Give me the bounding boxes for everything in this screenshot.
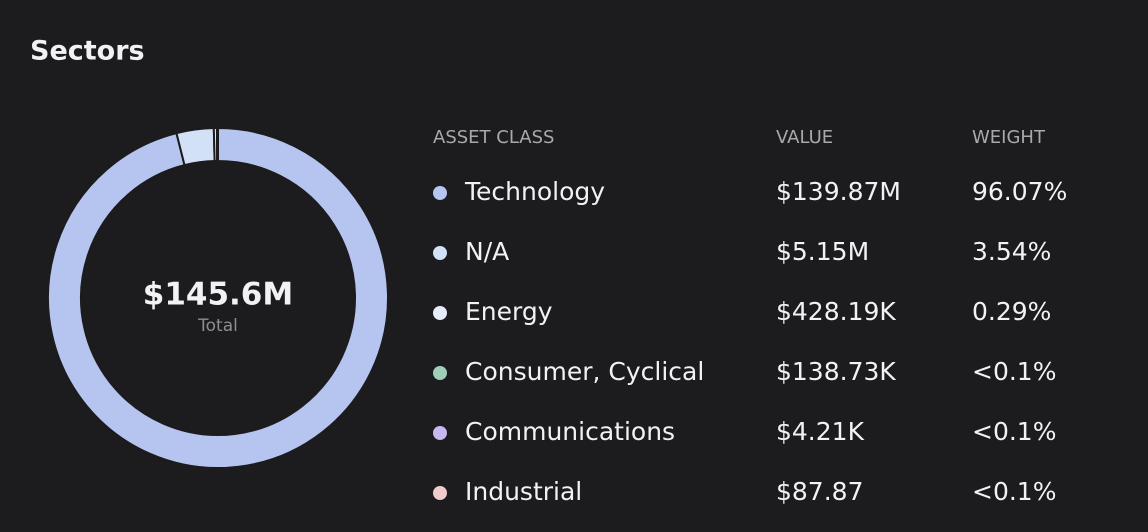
value: $5.15M: [776, 237, 869, 266]
weight: 0.29%: [972, 297, 1051, 326]
asset-class: Communications: [465, 417, 675, 446]
column-header: VALUE: [776, 127, 833, 148]
asset-class: Consumer, Cyclical: [465, 357, 704, 386]
asset-class: Industrial: [465, 477, 582, 506]
weight: <0.1%: [972, 477, 1056, 506]
asset-class: N/A: [465, 237, 509, 266]
column-header: ASSET CLASS: [433, 127, 554, 148]
asset-class: Energy: [465, 297, 553, 326]
column-header: WEIGHT: [972, 127, 1046, 148]
legend-dot: [433, 306, 447, 320]
value: $4.21K: [776, 417, 865, 446]
weight: 3.54%: [972, 237, 1051, 266]
weight: <0.1%: [972, 417, 1056, 446]
legend-dot: [433, 426, 447, 440]
legend-dot: [433, 186, 447, 200]
legend-dot: [433, 486, 447, 500]
value: $428.19K: [776, 297, 896, 326]
value: $139.87M: [776, 177, 901, 206]
value: $87.87: [776, 477, 863, 506]
value: $138.73K: [776, 357, 896, 386]
weight: <0.1%: [972, 357, 1056, 386]
card-title: Sectors: [30, 36, 145, 67]
legend-dot: [433, 366, 447, 380]
donut: [47, 126, 389, 469]
legend-dot: [433, 246, 447, 260]
total-caption: Total: [197, 316, 238, 336]
asset-class: Technology: [464, 177, 605, 206]
weight: 96.07%: [972, 177, 1067, 206]
total-value: $145.6M: [143, 277, 293, 313]
donut-segment: [175, 127, 216, 167]
table-rows: Technology $139.87M 96.07% N/A $5.15M 3.54% En…: [433, 177, 1067, 506]
donut-segment: [47, 126, 389, 469]
